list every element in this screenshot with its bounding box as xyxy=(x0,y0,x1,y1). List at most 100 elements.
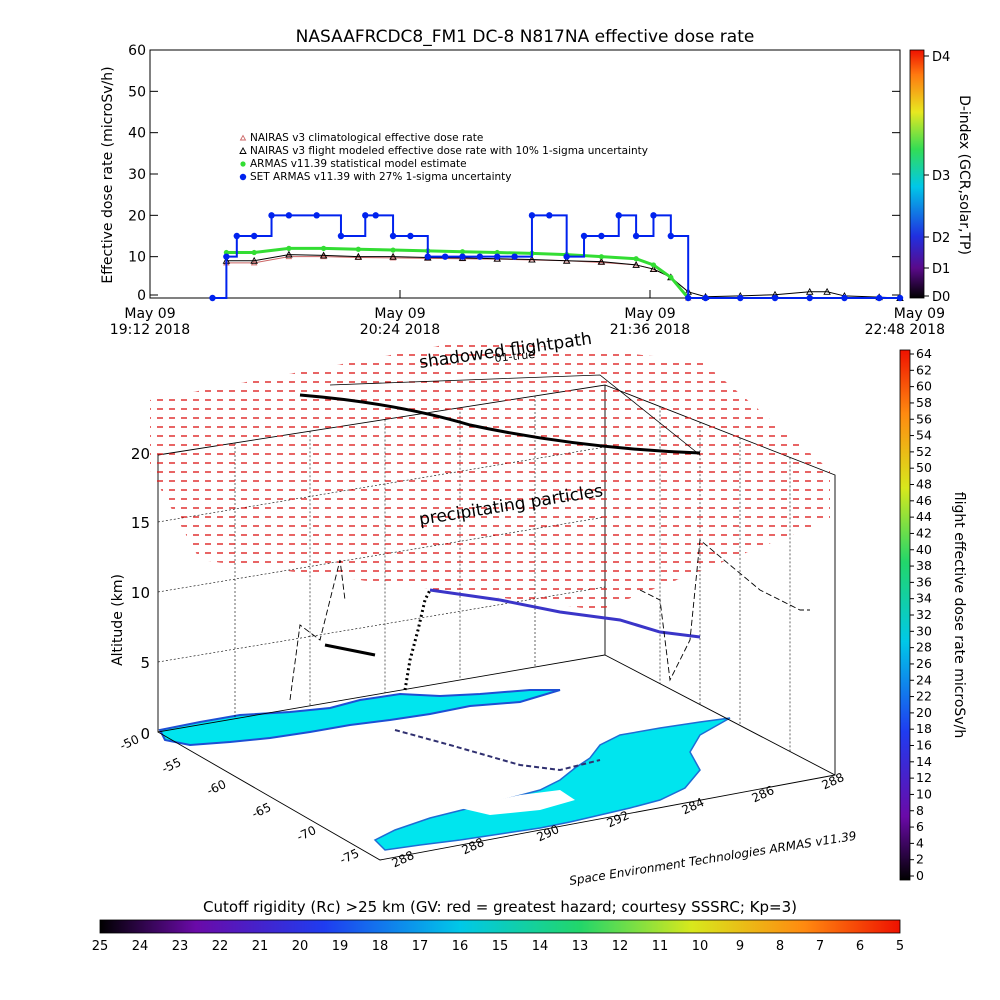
set-armas-point xyxy=(239,173,247,181)
cutoff-rigidity-tick-label: 25 xyxy=(92,939,109,954)
set-armas-point xyxy=(424,253,431,260)
dose-rate-tick-label: 12 xyxy=(916,770,932,785)
set-armas-point xyxy=(285,212,293,219)
series-line xyxy=(226,246,690,299)
nairas-flight-point xyxy=(597,257,606,265)
dose-rate-tick-label: 62 xyxy=(916,362,932,377)
set-armas-point xyxy=(667,232,675,240)
x-tick-label-date: May 09 xyxy=(374,306,425,322)
dose-rate-tick-label: 2 xyxy=(916,852,924,867)
dose-rate-tick-label: 46 xyxy=(916,493,932,508)
nairas-flight-point xyxy=(528,255,536,263)
set-armas-point xyxy=(632,232,640,240)
latitude-tick-label: -70 xyxy=(295,823,319,844)
nairas-clim-point xyxy=(250,259,258,266)
cutoff-rigidity-tick-label: 12 xyxy=(612,939,629,954)
dose-rate-tick-label: 34 xyxy=(916,591,932,606)
cutoff-rigidity-tick-label: 14 xyxy=(532,939,549,954)
set-armas-point xyxy=(233,232,241,240)
latitude-tick-label: -75 xyxy=(338,846,362,867)
cutoff-rigidity-ticks: 25 24 23 22 21 20 19 18 17 16 15 14 13 12 11 10 9 8 7 6 5 xyxy=(92,939,904,954)
top-series-group xyxy=(209,212,904,302)
y-tick-label: 50 xyxy=(128,84,146,100)
floor-edge-front xyxy=(157,731,836,861)
flight-low-segment xyxy=(324,643,376,657)
precipitating-particles-layer xyxy=(150,340,830,610)
x-tick-label-date: May 09 xyxy=(124,306,175,322)
longitude-tick-label: 288 xyxy=(390,848,417,870)
latitude-ticks: -50 -55 -60 -65 -70 -75 xyxy=(118,732,362,867)
dose-rate-tick-label: 10 xyxy=(916,786,932,801)
cutoff-rigidity-tick-label: 9 xyxy=(736,939,744,954)
dose-rate-tick-label: 42 xyxy=(916,525,932,540)
y-tick-label: 20 xyxy=(128,208,146,224)
nairas-clim-point xyxy=(389,254,397,261)
set-armas-point xyxy=(459,253,466,260)
set-armas-point xyxy=(250,232,258,240)
top-y-axis-label: Effective dose rate (microSv/h) xyxy=(100,66,116,283)
cutoff-rigidity-tick-label: 10 xyxy=(692,939,709,954)
y-tick-label: 60 xyxy=(128,43,146,59)
dose-rate-tick-label: 14 xyxy=(916,754,932,769)
nairas-flight-point xyxy=(239,147,247,154)
d-index-tick-label: D0 xyxy=(932,290,950,305)
nairas-flight-point xyxy=(285,250,293,258)
dose-rate-tick-label: 0 xyxy=(916,868,924,883)
nairas-clim-point xyxy=(320,253,327,260)
x-tick-label-time: 20:24 2018 xyxy=(360,322,440,338)
dose-rate-tick-label: 54 xyxy=(916,428,932,443)
dose-rate-tick-label: 16 xyxy=(916,738,932,753)
dose-rate-tick-label: 18 xyxy=(916,721,932,736)
d-index-tick-label: D1 xyxy=(932,262,950,277)
figure-title: NASAAFRCDC8_FM1 DC-8 N817NA effective do… xyxy=(296,27,755,47)
latitude-tick-label: -60 xyxy=(205,777,229,798)
set-armas-point xyxy=(841,294,848,302)
set-armas-point xyxy=(546,212,553,219)
top-y-ticks: 0 10 20 30 40 50 60 xyxy=(128,43,900,304)
dose-rate-tick-label: 58 xyxy=(916,395,932,410)
dose-rate-tick-label: 40 xyxy=(916,542,932,557)
set-armas-point xyxy=(896,294,904,302)
cutoff-rigidity-tick-label: 7 xyxy=(816,939,824,954)
landmass-east-hole xyxy=(460,790,575,815)
x-tick-label-date: May 09 xyxy=(894,306,945,322)
dose-rate-tick-label: 22 xyxy=(916,689,932,704)
armas-model-point xyxy=(286,245,292,251)
legend-entry: ARMAS v11.39 statistical model estimate xyxy=(250,158,467,170)
latitude-tick-label: -65 xyxy=(250,800,274,821)
set-armas-point xyxy=(684,294,692,302)
nairas-flight-point xyxy=(562,256,571,264)
d-index-label: D-index (GCR,solar,TP) xyxy=(956,95,972,255)
set-armas-point xyxy=(494,253,501,260)
nairas-flight-point xyxy=(319,251,328,259)
armas-model-point xyxy=(355,246,361,252)
set-armas-point xyxy=(389,232,397,240)
armas-model-point xyxy=(321,245,327,251)
z-tick-label: 5 xyxy=(140,654,150,672)
cutoff-rigidity-tick-label: 5 xyxy=(896,939,904,954)
nairas-flight-point xyxy=(805,287,814,295)
cutoff-rigidity-tick-label: 24 xyxy=(132,939,149,954)
x-tick-label-time: 22:48 2018 xyxy=(865,322,945,338)
cutoff-rigidity-tick-label: 23 xyxy=(172,939,189,954)
nairas-flight-point xyxy=(389,252,397,260)
cutoff-rigidity-tick-label: 20 xyxy=(292,939,309,954)
set-armas-point xyxy=(580,232,588,240)
z-tick-label: 20 xyxy=(131,445,150,463)
series-line xyxy=(226,254,901,299)
nairas-flight-point xyxy=(823,287,831,295)
dose-rate-tick-label: 50 xyxy=(916,460,932,475)
cutoff-rigidity-tick-label: 18 xyxy=(372,939,389,954)
set-armas-point xyxy=(313,212,320,219)
cutoff-rigidity-tick-label: 22 xyxy=(212,939,229,954)
dose-rate-tick-label: 36 xyxy=(916,574,932,589)
longitude-tick-label: 288 xyxy=(820,770,847,792)
dose-rate-tick-label: 48 xyxy=(916,477,932,492)
set-armas-point xyxy=(209,294,216,302)
dose-rate-tick-label: 44 xyxy=(916,509,932,524)
y-tick-label: 10 xyxy=(128,250,146,266)
flight-climb-dots xyxy=(403,589,432,691)
legend-entry: SET ARMAS v11.39 with 27% 1-sigma uncert… xyxy=(250,171,512,183)
set-armas-point xyxy=(598,232,605,240)
